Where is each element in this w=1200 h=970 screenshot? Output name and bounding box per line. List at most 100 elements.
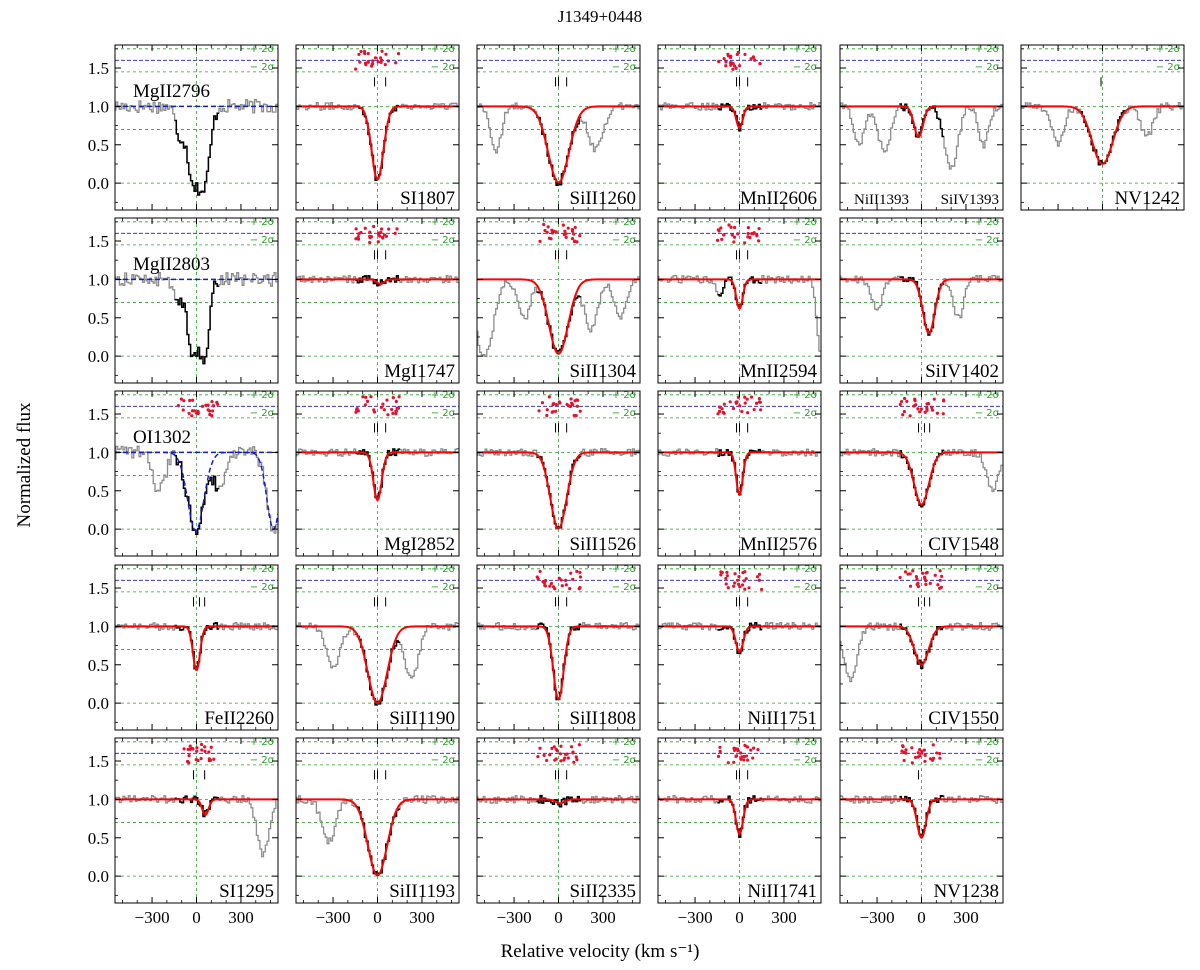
panel-label: MnII2594 (740, 361, 818, 382)
y-tick-label: 1.5 (88, 752, 109, 771)
model-profile (477, 625, 640, 701)
residual-point (364, 63, 368, 67)
residual-point (379, 405, 384, 410)
residual-point (176, 404, 180, 408)
plus-2sigma-label: + 2σ (612, 44, 637, 55)
y-tick-label: 1.0 (88, 790, 109, 809)
plus-2sigma-label: + 2σ (250, 44, 275, 55)
panel-siii1526: + 2σ − 2σ SiII1526 (476, 390, 641, 557)
residual-point (564, 578, 568, 582)
residual-point (199, 756, 203, 761)
residual-point (899, 399, 904, 404)
residual-point (577, 743, 581, 747)
y-tick-label: 1.0 (88, 97, 109, 116)
panel-label: NV1238 (934, 881, 999, 902)
plus-2sigma-label: + 2σ (793, 564, 818, 575)
residual-point (396, 51, 401, 56)
residual-point (755, 575, 760, 579)
residual-point (750, 232, 754, 236)
residual-point (395, 227, 399, 231)
residual-point (938, 569, 942, 573)
plus-2sigma-label: + 2σ (975, 737, 1000, 748)
residual-point (187, 754, 191, 758)
residual-point (573, 225, 577, 230)
fitted-region-spectrum (899, 623, 944, 670)
minus-2sigma-label: − 2σ (793, 235, 818, 246)
residual-point (578, 570, 582, 574)
plus-2sigma-label: + 2σ (612, 390, 637, 401)
residual-point (722, 57, 726, 61)
residual-point (190, 409, 195, 413)
observed-spectrum (115, 445, 278, 535)
residual-point (732, 584, 736, 588)
fitted-region-spectrum (536, 794, 581, 808)
residual-point (736, 232, 740, 236)
residual-point (363, 403, 367, 407)
residual-point (737, 575, 741, 579)
residual-point (733, 572, 737, 576)
residual-point (549, 581, 554, 586)
plus-2sigma-label: + 2σ (612, 737, 637, 748)
panel-label: SiII1190 (389, 708, 455, 729)
residual-point (759, 408, 763, 412)
residual-point (195, 411, 199, 415)
residual-point (575, 404, 579, 408)
residual-point (573, 239, 577, 243)
residual-point (758, 61, 762, 66)
residual-point (397, 395, 401, 399)
residual-point (187, 411, 191, 415)
residual-point (376, 60, 380, 64)
minus-2sigma-label: − 2σ (431, 235, 456, 246)
y-tick-label: 1.5 (88, 59, 109, 78)
model-profile (658, 451, 821, 496)
residual-point (730, 233, 734, 237)
observed-spectrum (296, 448, 459, 499)
fitted-region-spectrum (717, 102, 762, 132)
residual-point (365, 399, 370, 403)
panel-label: SiII1526 (570, 534, 637, 555)
residual-point (368, 230, 372, 234)
panel-label: NV1242 (1115, 188, 1180, 209)
residual-point (908, 584, 913, 588)
residual-point (728, 61, 733, 65)
residual-point (357, 52, 361, 57)
y-tick-label: 1.5 (88, 579, 109, 598)
panel-si1807: + 2σ − 2σ SI1807 (295, 44, 460, 211)
x-tick-label: 0 (554, 908, 563, 927)
panel-niii1751: + 2σ − 2σ NiII1751 (657, 564, 822, 731)
fitted-region-spectrum (174, 454, 219, 536)
x-tick-label: −300 (859, 908, 894, 927)
residual-point (901, 745, 905, 749)
residual-point (942, 398, 946, 402)
residual-point (733, 747, 737, 751)
plus-2sigma-label: + 2σ (431, 217, 456, 228)
observed-spectrum (658, 274, 821, 352)
residual-point (186, 747, 190, 751)
residual-point (922, 748, 926, 752)
residual-point (366, 51, 370, 56)
model-profile (1021, 105, 1184, 165)
panel-label: MgI1747 (384, 361, 455, 382)
residual-point (910, 761, 914, 765)
residual-point (386, 59, 390, 63)
residual-point (732, 240, 736, 244)
residual-point (737, 582, 741, 586)
panels-group: + 2σ − 2σ 0.0 0.5 1.0 1.5 MgII2796 + 2σ − 2σ SI18… (88, 44, 1185, 927)
residual-point (564, 583, 568, 587)
residual-point (918, 748, 922, 752)
plus-2sigma-label: + 2σ (250, 390, 275, 401)
panel-feii2260: + 2σ − 2σ 0.0 0.5 1.0 1.5 FeII2260 (88, 564, 279, 731)
minus-2sigma-label: − 2σ (793, 408, 818, 419)
x-tick-label: −300 (677, 908, 712, 927)
residual-point (744, 577, 748, 581)
residual-point (203, 749, 207, 753)
x-tick-label: −300 (496, 908, 531, 927)
model-profile (296, 798, 459, 877)
residual-point (554, 409, 558, 413)
residual-point (181, 408, 185, 412)
residual-point (207, 759, 211, 763)
minus-2sigma-label: − 2σ (431, 755, 456, 766)
residual-point (728, 400, 732, 404)
residual-point (215, 400, 219, 404)
model-profile (658, 278, 821, 310)
